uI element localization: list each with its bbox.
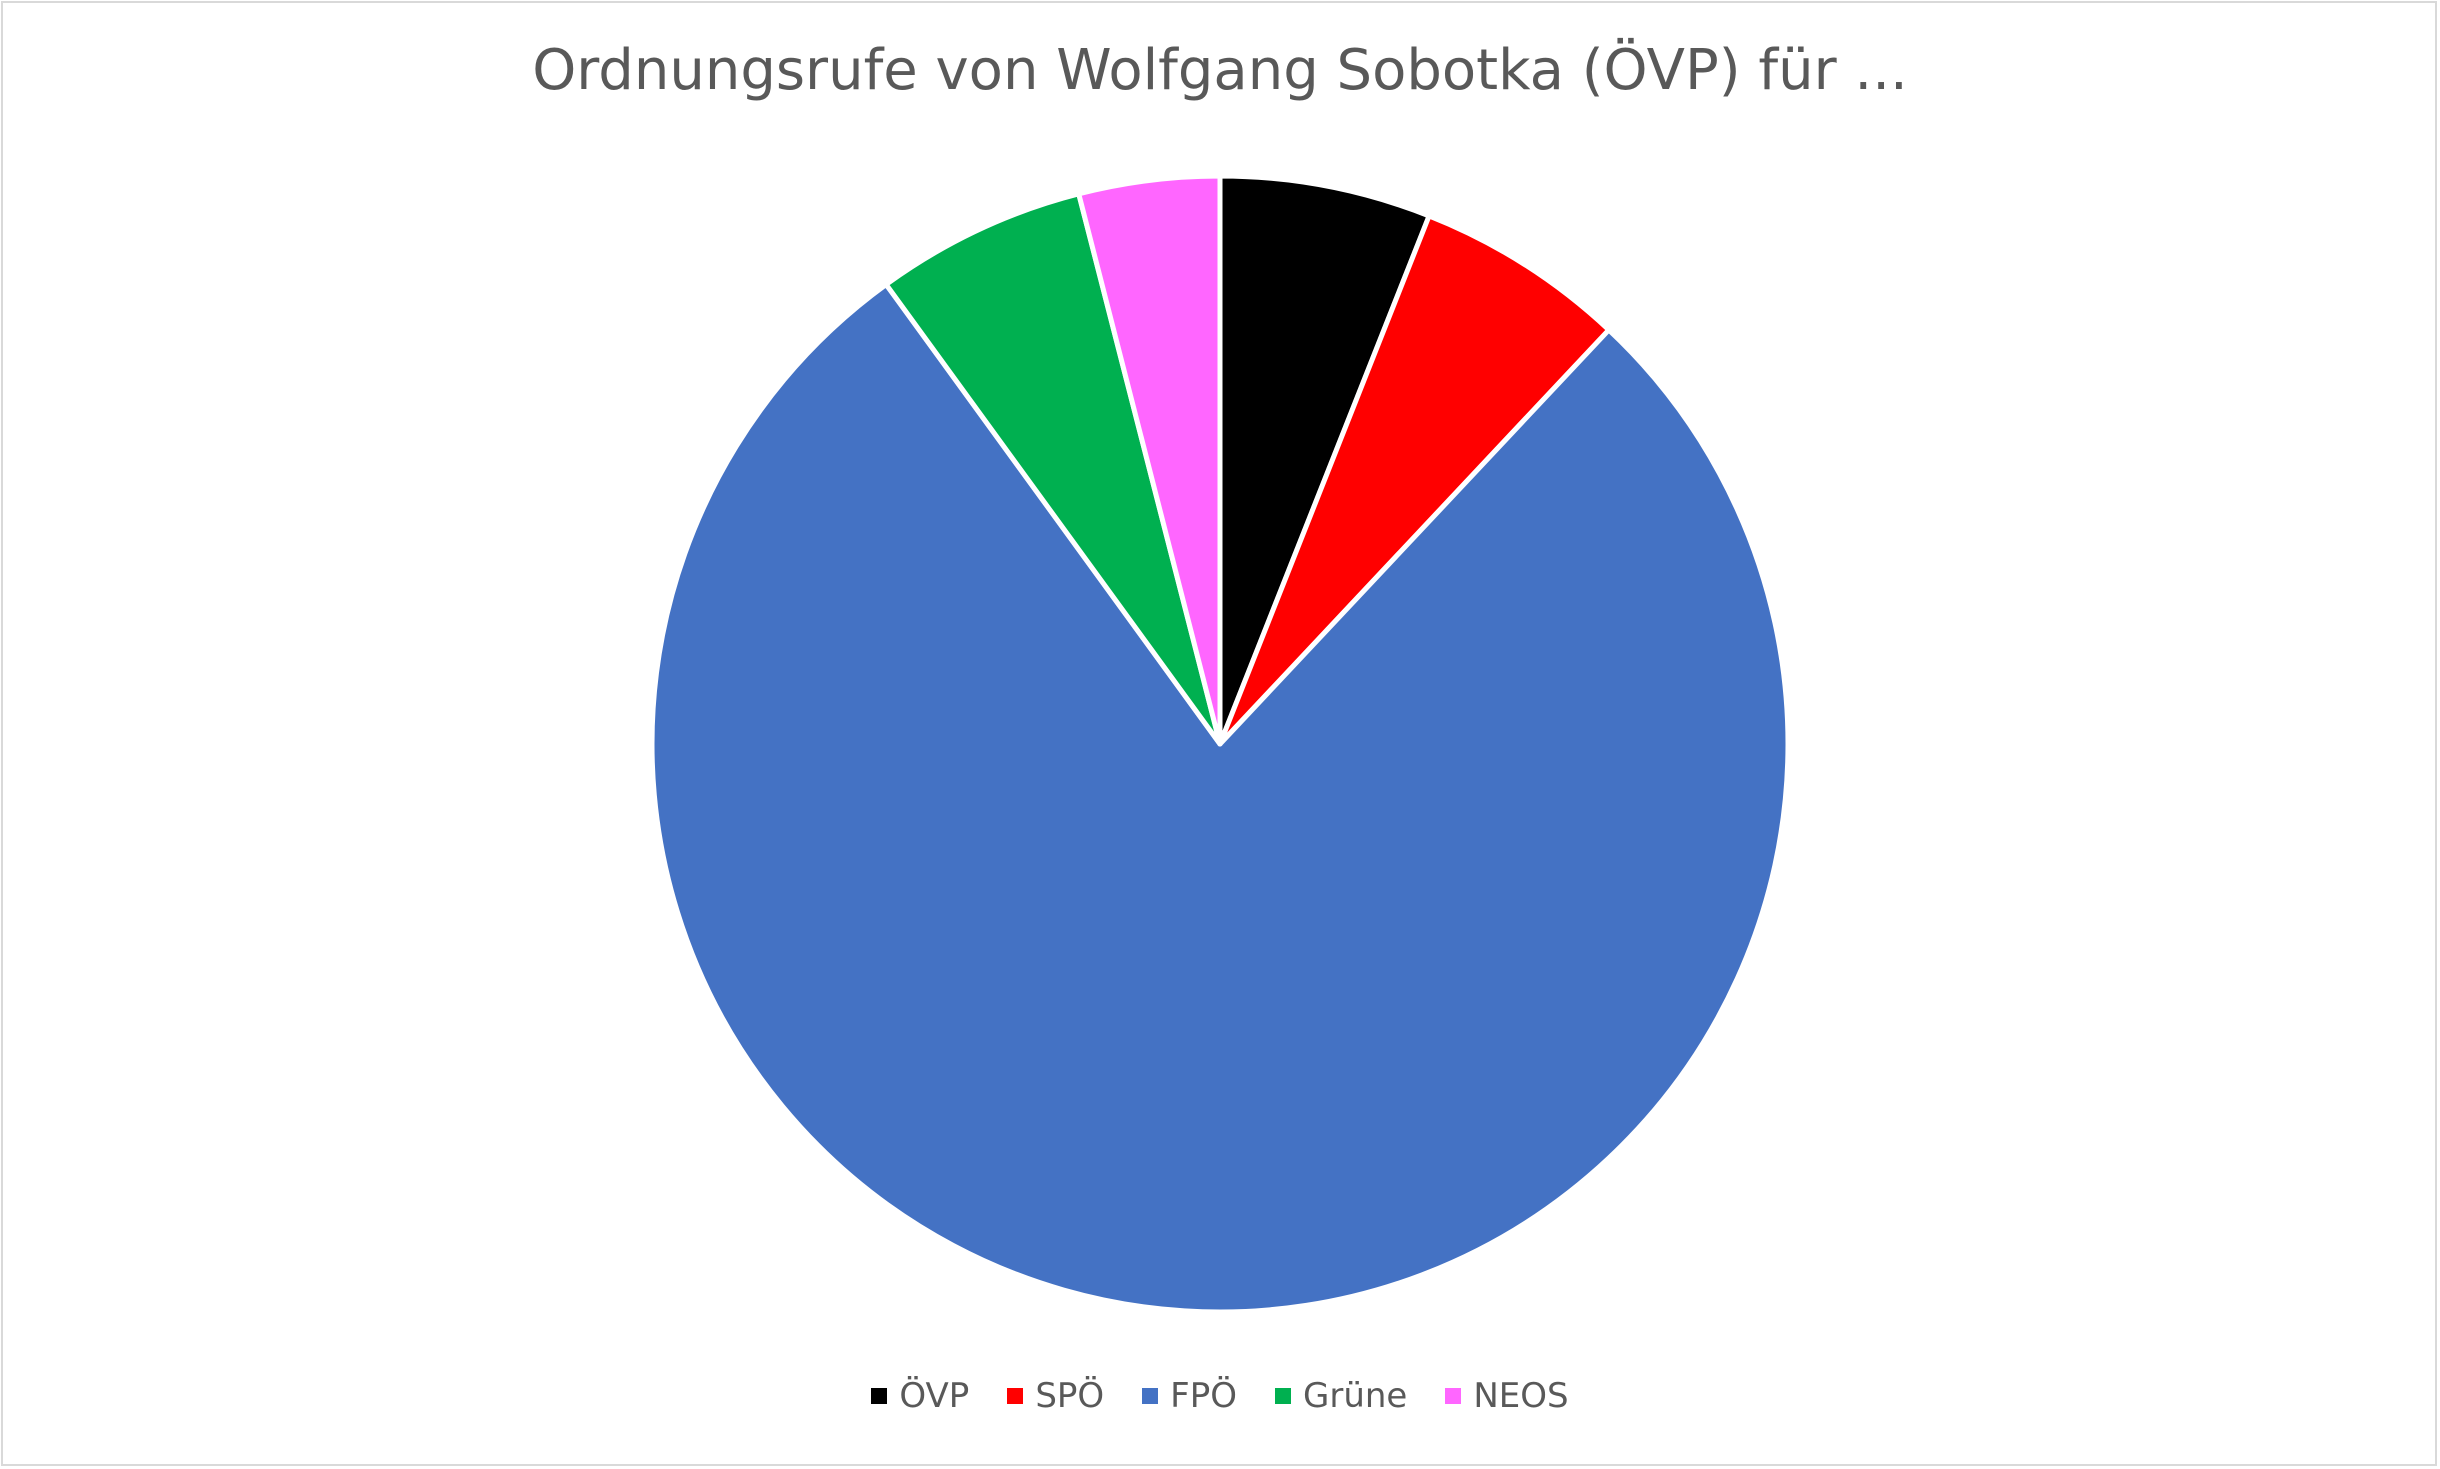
legend-label: FPÖ — [1170, 1376, 1237, 1416]
legend-item: NEOS — [1445, 1376, 1569, 1416]
legend-swatch — [1275, 1388, 1291, 1404]
legend-item: ÖVP — [871, 1376, 969, 1416]
pie-slice-fpö — [649, 281, 1791, 1315]
legend-swatch — [1142, 1388, 1159, 1404]
legend-item: SPÖ — [1007, 1376, 1104, 1416]
pie-slice-övp — [1217, 173, 1432, 747]
legend-item: Grüne — [1275, 1376, 1407, 1416]
legend-swatch — [1445, 1388, 1462, 1404]
legend-label: SPÖ — [1035, 1376, 1105, 1416]
pie-slice-neos — [1076, 173, 1223, 747]
chart-legend: ÖVP SPÖ FPÖ Grüne NEOS — [0, 1376, 2440, 1416]
legend-item: FPÖ — [1142, 1376, 1237, 1416]
legend-swatch — [1007, 1388, 1024, 1404]
legend-swatch — [871, 1388, 888, 1404]
chart-title: Ordnungsrufe von Wolfgang Sobotka (ÖVP) … — [532, 38, 1908, 103]
legend-label: NEOS — [1473, 1376, 1569, 1416]
legend-label: Grüne — [1303, 1376, 1408, 1416]
pie-slice-spö — [1217, 213, 1612, 747]
pie-slice-grüne — [883, 191, 1223, 747]
legend-label: ÖVP — [899, 1376, 970, 1416]
